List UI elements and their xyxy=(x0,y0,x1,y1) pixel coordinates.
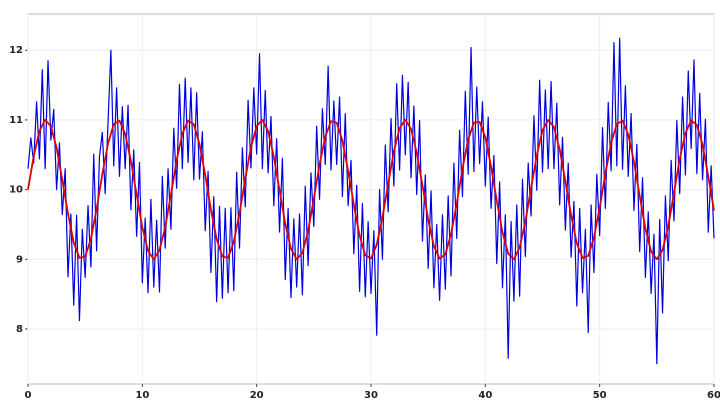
y-tick-label: 11 xyxy=(9,115,23,126)
series-line xyxy=(27,37,715,365)
y-tick-label: 10 xyxy=(9,185,23,196)
y-tick-label: 12 xyxy=(9,45,23,56)
x-tick-label: 50 xyxy=(593,390,607,401)
x-tick-label: 60 xyxy=(707,390,720,401)
y-tick-label: 9 xyxy=(16,254,23,265)
series-line xyxy=(27,119,715,261)
x-tick-label: 0 xyxy=(25,390,32,401)
x-tick-label: 40 xyxy=(478,390,492,401)
x-tick-label: 20 xyxy=(250,390,264,401)
x-tick-label: 10 xyxy=(135,390,149,401)
x-tick-label: 30 xyxy=(364,390,378,401)
y-tick-label: 8 xyxy=(16,324,23,335)
